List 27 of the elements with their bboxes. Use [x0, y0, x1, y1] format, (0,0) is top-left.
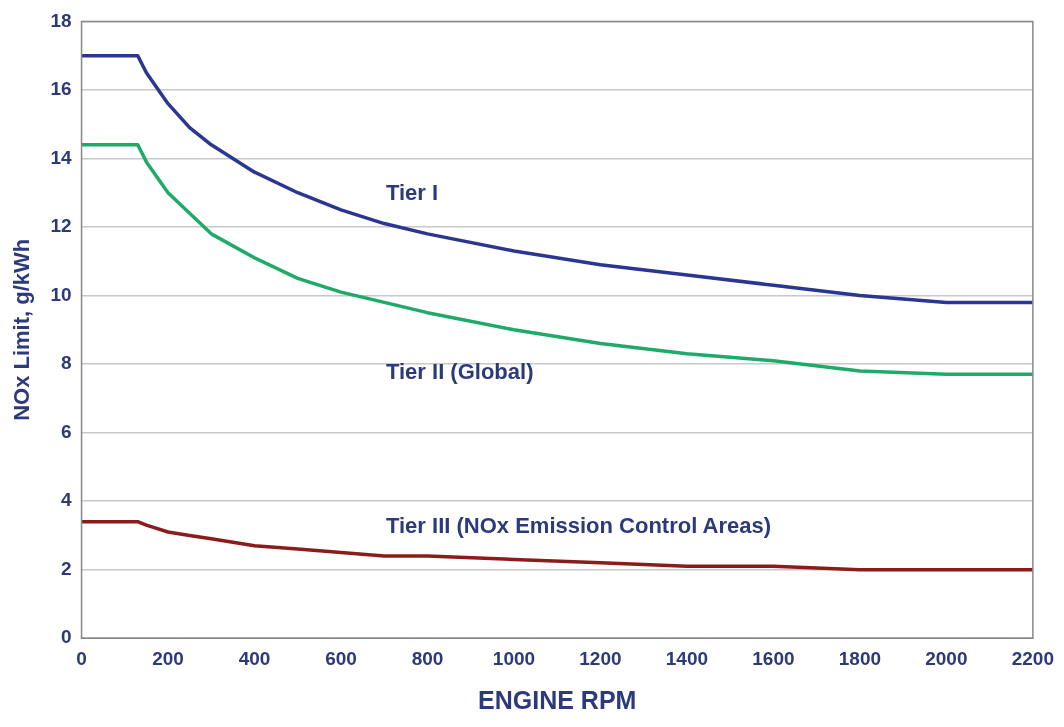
x-tick-label: 1400: [665, 647, 709, 669]
series-label: Tier II (Global): [385, 359, 534, 385]
series-label: Tier I: [385, 180, 439, 206]
y-tick-label: 18: [50, 9, 72, 31]
y-tick-label: 4: [60, 489, 72, 511]
x-tick-label: 600: [325, 647, 357, 669]
x-tick-label: 1600: [752, 647, 795, 669]
y-tick-label: 2: [60, 557, 72, 579]
y-tick-label: 8: [60, 352, 72, 374]
x-tick-label: 1200: [579, 647, 622, 669]
y-axis-title: NOx Limit, g/kWh: [9, 238, 35, 421]
y-tick-label: 6: [60, 420, 72, 442]
x-tick-label: 2200: [1011, 647, 1055, 669]
y-tick-label: 10: [50, 283, 72, 305]
y-tick-label: 14: [50, 146, 72, 168]
x-tick-label: 2000: [925, 647, 968, 669]
x-tick-label: 400: [238, 647, 271, 669]
x-tick-label: 200: [152, 647, 184, 669]
y-tick-label: 16: [50, 78, 72, 100]
x-tick-label: 800: [411, 647, 444, 669]
x-tick-label: 1800: [838, 647, 882, 669]
y-tick-label: 0: [60, 626, 72, 648]
x-tick-label: 1000: [492, 647, 536, 669]
y-tick-label: 12: [50, 215, 72, 237]
series-label: Tier III (NOx Emission Control Areas): [385, 513, 772, 539]
x-tick-label: 0: [76, 647, 87, 669]
x-axis-title: ENGINE RPM: [478, 685, 637, 714]
